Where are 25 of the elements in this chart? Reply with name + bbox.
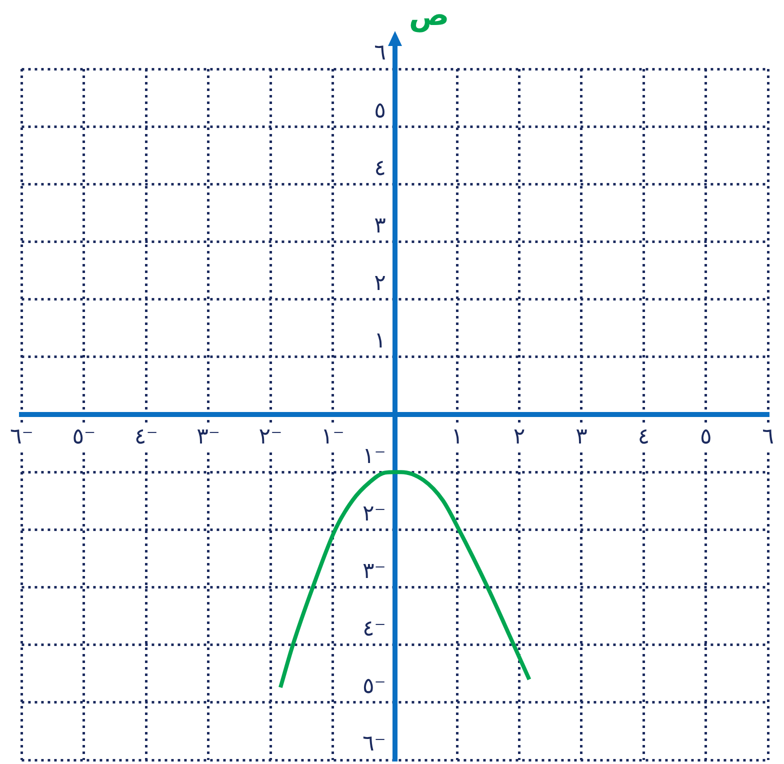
y-tick-label: ٦⁻ <box>362 732 386 757</box>
y-tick-label: ٢ <box>374 271 386 296</box>
x-tick-label: ١ <box>451 424 464 450</box>
x-tick-label: ٢⁻ <box>258 424 282 450</box>
y-tick-label: ١⁻ <box>362 444 386 469</box>
x-tick-label: ١⁻ <box>320 424 344 450</box>
y-tick-label: ٦ <box>374 40 386 66</box>
x-tick-label: ٣⁻ <box>196 424 220 450</box>
y-tick-label: ٣ <box>374 213 386 238</box>
x-tick-label: ٣ <box>576 424 588 450</box>
x-tick-label: ٤⁻ <box>134 424 158 450</box>
x-tick-label: ٦⁻ <box>10 424 34 450</box>
y-axis-title: ص <box>408 0 450 33</box>
x-tick-label: ٥⁻ <box>72 424 96 450</box>
y-tick-label: ٥⁻ <box>362 674 386 700</box>
y-tick-label: ٤⁻ <box>362 616 386 642</box>
y-tick-label: ١ <box>374 328 386 354</box>
x-tick-label: ٥ <box>700 424 712 450</box>
y-tick-label: ٣⁻ <box>362 558 386 584</box>
y-tick-label: ٤ <box>374 156 386 181</box>
y-tick-label: ٢⁻ <box>362 501 386 526</box>
y-tick-label: ٥ <box>374 98 386 124</box>
x-tick-label: ٦ <box>762 424 774 450</box>
x-tick-label: ٢ <box>513 424 526 450</box>
x-tick-label: ٤ <box>638 424 650 450</box>
